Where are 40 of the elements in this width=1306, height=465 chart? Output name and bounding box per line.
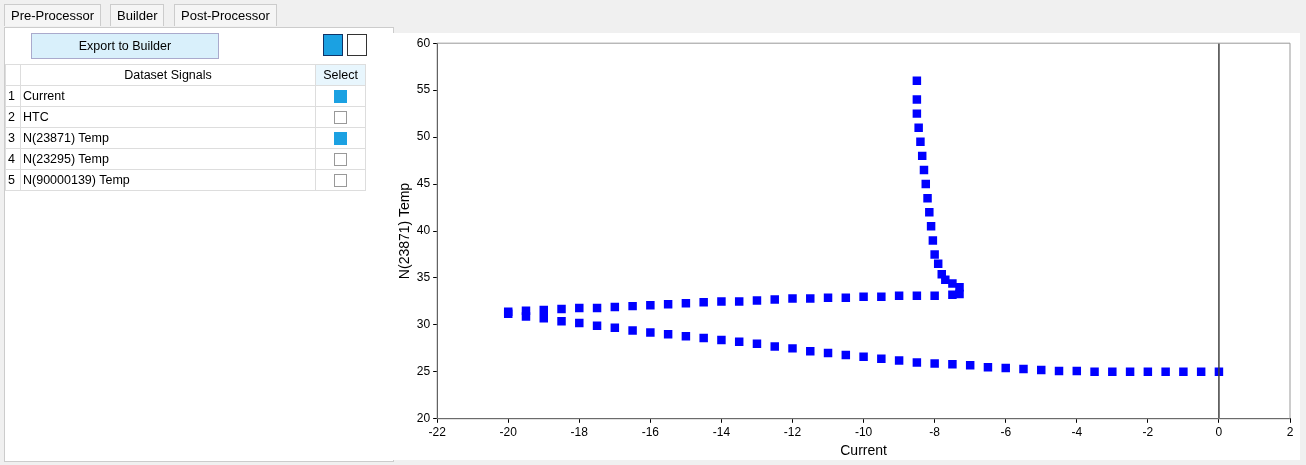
text: Export to Builder bbox=[31, 33, 219, 59]
text: Post-Processor bbox=[174, 4, 277, 26]
text: 3 bbox=[5, 127, 21, 149]
x-tick-label: -4 bbox=[1071, 425, 1083, 440]
x-tick-label: -10 bbox=[854, 425, 873, 440]
x-tick-label: -22 bbox=[428, 425, 447, 440]
text: N(23295) Temp bbox=[20, 148, 316, 170]
y-tick-label: 25 bbox=[416, 364, 431, 379]
x-tick-label: -16 bbox=[641, 425, 660, 440]
y-tick-label: 55 bbox=[416, 82, 431, 97]
y-tick-label: 30 bbox=[416, 317, 431, 332]
text: 5 bbox=[5, 169, 21, 191]
x-tick-label: -6 bbox=[1000, 425, 1012, 440]
y-axis-title: N(23871) Temp bbox=[396, 182, 413, 280]
text: N(90000139) Temp bbox=[20, 169, 316, 191]
x-tick-label: 0 bbox=[1215, 425, 1223, 440]
x-tick-label: -12 bbox=[783, 425, 802, 440]
text: 2 bbox=[5, 106, 21, 128]
text: Pre-Processor bbox=[4, 4, 102, 26]
y-tick-label: 40 bbox=[416, 223, 431, 238]
x-tick-label: -14 bbox=[712, 425, 731, 440]
text: N(23871) Temp bbox=[20, 127, 316, 149]
y-tick-label: 35 bbox=[416, 270, 431, 285]
text: Current bbox=[20, 85, 316, 107]
x-tick-label: 2 bbox=[1286, 425, 1294, 440]
x-axis-title: Current bbox=[840, 442, 888, 459]
x-tick-label: -18 bbox=[570, 425, 589, 440]
y-tick-label: 45 bbox=[416, 176, 431, 191]
text: Dataset Signals bbox=[20, 64, 316, 86]
y-tick-label: 20 bbox=[416, 411, 431, 426]
text: 4 bbox=[5, 148, 21, 170]
text: Select bbox=[315, 64, 366, 86]
x-tick-label: -20 bbox=[499, 425, 518, 440]
x-tick-label: -2 bbox=[1142, 425, 1154, 440]
text: Builder bbox=[110, 4, 165, 26]
x-tick-label: -8 bbox=[929, 425, 941, 440]
y-tick-label: 50 bbox=[416, 129, 431, 144]
y-tick-label: 60 bbox=[416, 35, 431, 50]
text: HTC bbox=[20, 106, 316, 128]
text: 1 bbox=[5, 85, 21, 107]
